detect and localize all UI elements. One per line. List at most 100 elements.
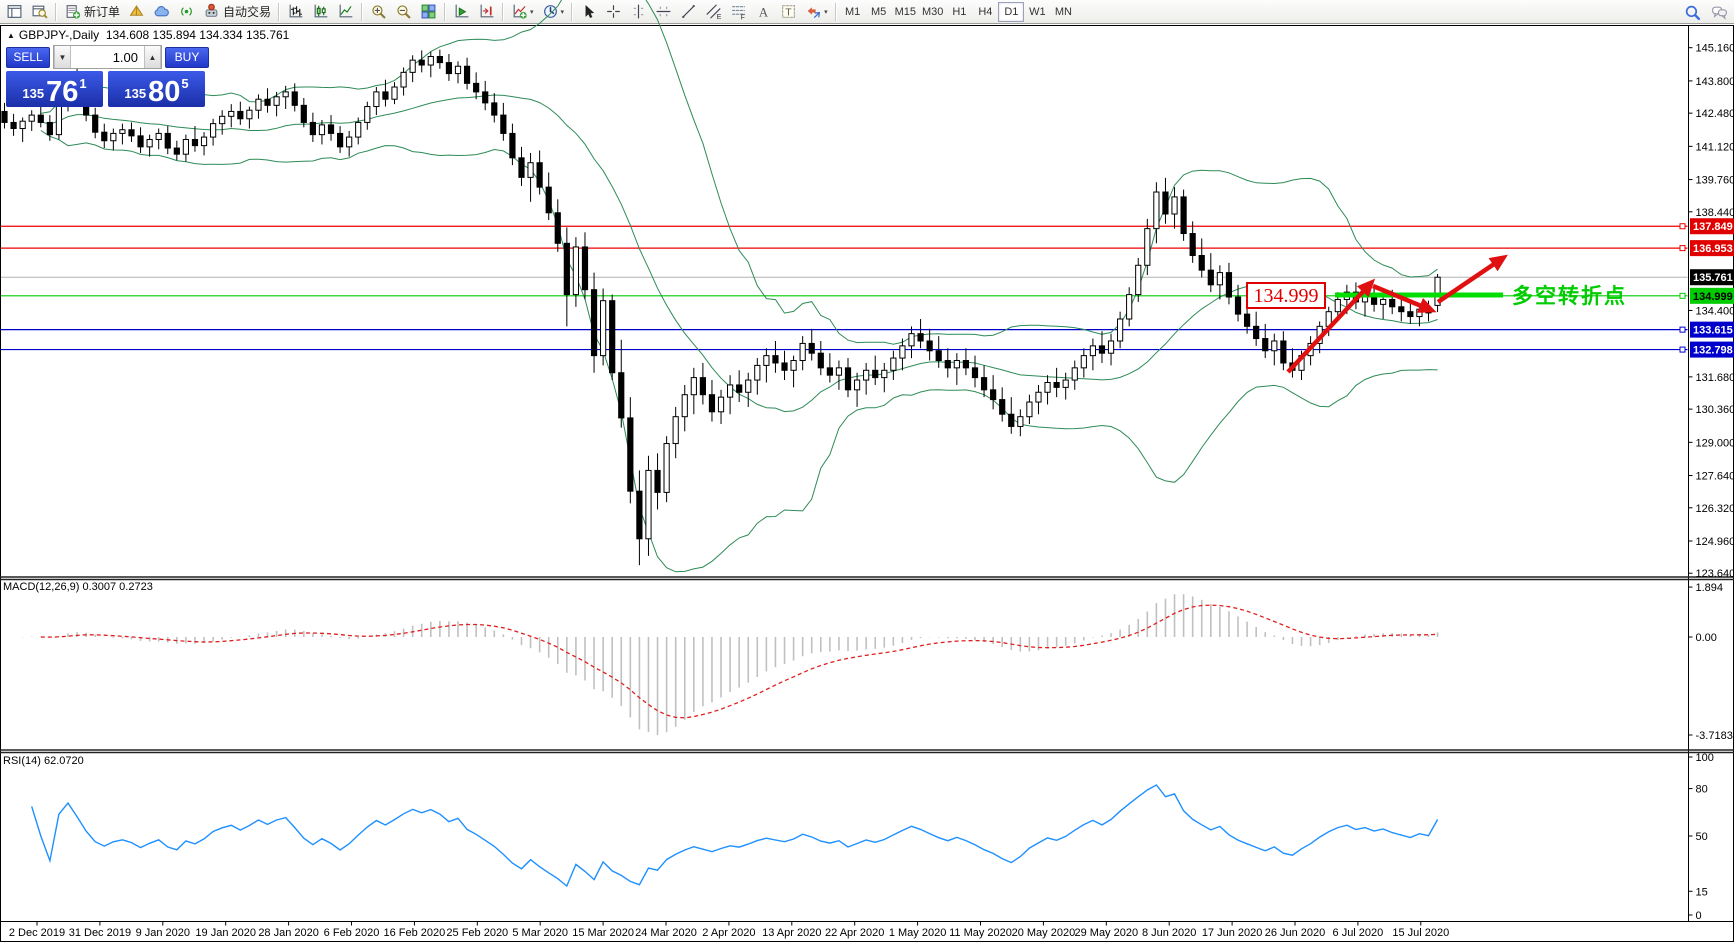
sell-price-button[interactable]: 135 76 1	[6, 71, 103, 107]
metaeditor-icon	[128, 3, 145, 20]
price-tick-label: 134.400	[1696, 305, 1734, 317]
price-tick-label: 139.760	[1696, 175, 1734, 187]
hline-handle[interactable]	[1679, 292, 1686, 299]
bollinger-lower-band	[40, 130, 1438, 573]
signals-button[interactable]	[175, 1, 198, 22]
timeframe-m30-button[interactable]: M30	[919, 2, 946, 22]
data-window-button[interactable]	[28, 1, 51, 22]
volume-increase-button[interactable]: ▲	[144, 46, 161, 68]
oneclick-collapse-icon[interactable]: ▲	[7, 31, 15, 40]
candle	[427, 55, 434, 66]
rsi-tick-label: 50	[1696, 831, 1708, 843]
candle	[554, 212, 561, 244]
candle	[282, 91, 289, 98]
zoom-out-button[interactable]	[392, 1, 415, 22]
price-annotation-box[interactable]	[1246, 282, 1326, 309]
candle	[826, 367, 833, 376]
timeframe-w1-button[interactable]: W1	[1024, 2, 1050, 22]
crosshair-button[interactable]	[602, 1, 625, 22]
periods-button[interactable]: ▾	[539, 1, 568, 22]
candle	[1035, 391, 1042, 403]
autotrading-button[interactable]: 自动交易	[200, 1, 274, 22]
zoom-in-button[interactable]	[367, 1, 390, 22]
candle	[999, 399, 1006, 415]
trend-arrow[interactable]	[1436, 254, 1508, 304]
candle	[400, 71, 407, 88]
tile-windows-button[interactable]	[417, 1, 440, 22]
hline-handle[interactable]	[1679, 346, 1686, 353]
market-cloud-icon	[153, 3, 170, 20]
sell-button[interactable]: SELL	[6, 46, 50, 68]
text-label-button[interactable]: T	[777, 1, 800, 22]
search-icon[interactable]	[1684, 4, 1701, 21]
candle	[1361, 296, 1369, 303]
macd-signal-line	[40, 604, 1438, 719]
timeframe-m5-button[interactable]: M5	[866, 2, 892, 22]
auto-scroll-button[interactable]	[450, 1, 473, 22]
trendline-button[interactable]	[677, 1, 700, 22]
candle	[980, 377, 988, 391]
candle	[1207, 269, 1214, 286]
chart-annotations[interactable]: 134.999 多空转折点	[1246, 254, 1627, 374]
time-tick-label: 13 Apr 2020	[762, 927, 821, 939]
timeframe-m1-button[interactable]: M1	[840, 2, 866, 22]
arrows-objects-dropdown-caret[interactable]: ▾	[824, 8, 828, 16]
timeframe-m15-button[interactable]: M15	[892, 2, 919, 22]
horizontal-level-lines[interactable]	[1, 223, 1688, 353]
equidistant-channel-icon: E	[705, 3, 722, 20]
timeframe-mn-button[interactable]: MN	[1050, 2, 1076, 22]
line-chart-mode-button[interactable]	[334, 1, 357, 22]
data-window-icon	[31, 3, 48, 20]
toolbar-separator	[278, 2, 281, 21]
buy-price-button[interactable]: 135 80 5	[108, 71, 205, 107]
vertical-line-button[interactable]	[627, 1, 650, 22]
new-order-label: 新订单	[84, 5, 121, 19]
hline-handle[interactable]	[1679, 245, 1686, 252]
candle-chart-mode-button[interactable]	[309, 1, 332, 22]
market-cloud-button[interactable]	[150, 1, 173, 22]
timeframe-h1-button[interactable]: H1	[946, 2, 972, 22]
candle	[727, 384, 734, 398]
timeframe-h4-button[interactable]: H4	[972, 2, 998, 22]
indicators-dropdown-caret[interactable]: ▾	[530, 8, 534, 16]
equidistant-channel-button[interactable]: E	[702, 1, 725, 22]
candle	[1153, 191, 1160, 230]
charts-panel-button[interactable]	[3, 1, 26, 22]
candle	[482, 91, 489, 104]
candle	[237, 110, 244, 120]
fibonacci-retracement-button[interactable]: F	[727, 1, 750, 22]
volume-decrease-button[interactable]: ▼	[54, 46, 71, 68]
trend-arrow[interactable]	[1286, 278, 1376, 374]
hline-handle[interactable]	[1679, 223, 1686, 230]
text-button[interactable]: A	[752, 1, 775, 22]
arrows-objects-button[interactable]: ▾	[802, 1, 831, 22]
candle	[1, 110, 8, 123]
rsi-tick-label: 80	[1696, 784, 1708, 796]
candle	[264, 98, 271, 106]
new-order-button[interactable]: 新订单	[61, 1, 123, 22]
indicators-button[interactable]: ▾	[508, 1, 537, 22]
vertical-line-icon	[630, 3, 647, 20]
toolbar-separator	[55, 2, 57, 21]
periods-dropdown-caret[interactable]: ▾	[560, 8, 565, 16]
bar-chart-mode-button[interactable]	[284, 1, 307, 22]
turning-point-note-text[interactable]: 多空转折点	[1512, 284, 1627, 308]
community-chat-icon[interactable]	[1711, 4, 1728, 21]
metaeditor-button[interactable]	[125, 1, 148, 22]
horizontal-line-button[interactable]	[652, 1, 675, 22]
time-axis[interactable]: 2 Dec 2019 31 Dec 2019 9 Jan 2020 19 Jan 20…	[9, 921, 1449, 940]
candle	[844, 367, 852, 391]
timeframe-d1-button[interactable]: D1	[998, 1, 1025, 22]
volume-input[interactable]	[71, 46, 144, 68]
rsi-tick-label: 0	[1696, 910, 1702, 922]
hline-handle[interactable]	[1679, 326, 1686, 333]
chart-shift-button[interactable]	[475, 1, 498, 22]
buy-button[interactable]: BUY	[165, 46, 209, 68]
cursor-icon	[580, 3, 597, 20]
price-axis[interactable]: 145.160 143.800 142.480 141.120 139.760 138.4…	[1688, 43, 1734, 581]
trend-arrow[interactable]	[1372, 283, 1437, 313]
cursor-button[interactable]	[577, 1, 600, 22]
price-badge-label: 132.798	[1693, 345, 1733, 357]
candle	[581, 246, 589, 291]
